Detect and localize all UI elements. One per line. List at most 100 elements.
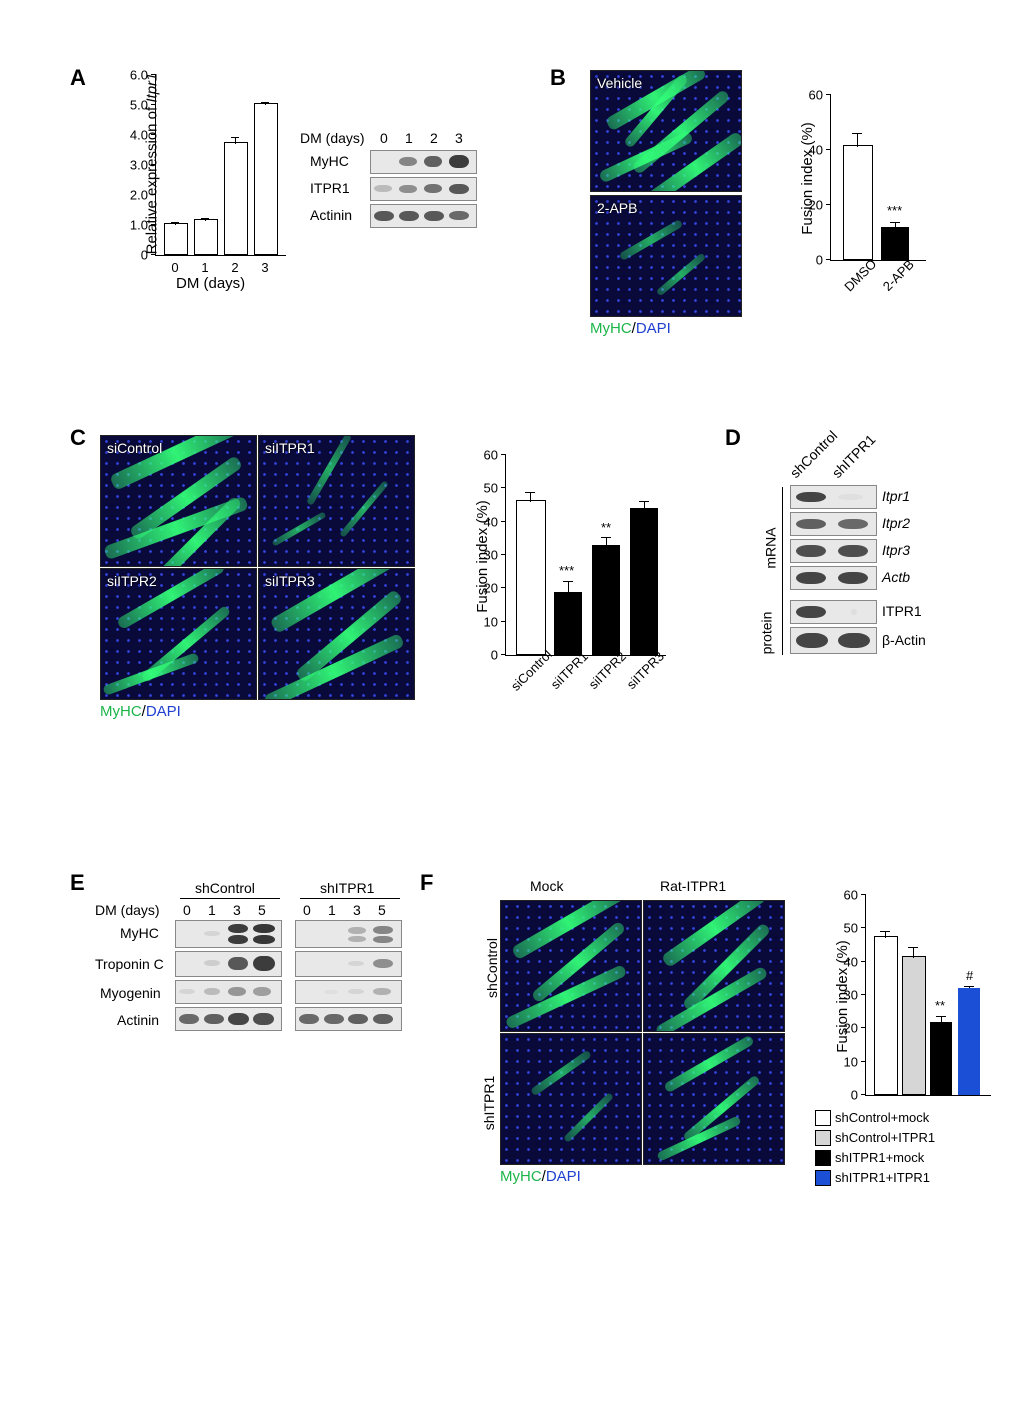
col-head: Rat-ITPR1 [660, 878, 726, 894]
mrna-side-label: mRNA [763, 527, 779, 568]
row-head: shITPR1 [481, 1076, 497, 1130]
xtick: 2-APB [880, 257, 917, 294]
blot-lane [295, 951, 402, 977]
legend-label: shITPR1+ITPR1 [835, 1170, 930, 1185]
ytick: 10 [844, 1054, 858, 1069]
xtick: siITPR1 [548, 649, 591, 692]
ytick: 40 [844, 954, 858, 969]
ytick: 30 [484, 548, 498, 563]
img-label: Vehicle [597, 75, 642, 91]
legend-swatch [815, 1150, 831, 1166]
panel-b-ylabel: Fusion index (%) [799, 122, 816, 235]
bar [254, 103, 278, 255]
blot-col: 2 [430, 130, 438, 146]
col: 5 [378, 902, 386, 918]
blot-col: 3 [455, 130, 463, 146]
col: 3 [233, 902, 241, 918]
col: 1 [328, 902, 336, 918]
col: 3 [353, 902, 361, 918]
blot-row-label: MyHC [310, 153, 349, 169]
blot-lane [790, 539, 877, 563]
row-label: ITPR1 [882, 603, 922, 619]
sig: ** [601, 520, 611, 535]
col: 1 [208, 902, 216, 918]
dm-header: DM (days) [95, 902, 160, 918]
blot-col: 1 [405, 130, 413, 146]
bar [630, 508, 658, 655]
ytick: 50 [484, 481, 498, 496]
row-label: Itpr3 [882, 542, 910, 558]
blot-lane [295, 920, 402, 948]
img-label: siITPR1 [265, 440, 315, 456]
ytick: 50 [844, 921, 858, 936]
xtick: DMSO [841, 256, 879, 294]
sig: ** [935, 998, 945, 1013]
panel-f-label: F [420, 870, 433, 896]
panel-b-stain: MyHC/DAPI [590, 320, 671, 337]
xtick: 1 [201, 260, 208, 275]
blot-lane [295, 1007, 402, 1031]
img-label: siITPR2 [107, 573, 157, 589]
blot-lane [175, 920, 282, 948]
sig: # [966, 968, 973, 983]
row-label: β-Actin [882, 632, 926, 648]
bar [958, 988, 980, 1095]
ytick: 0 [491, 648, 498, 663]
panel-c-img-siitpr1: siITPR1 [258, 435, 415, 567]
protein-side-label: protein [758, 612, 774, 655]
blot-row-label: ITPR1 [310, 180, 350, 196]
ytick: 10 [484, 614, 498, 629]
row-label: Actb [882, 569, 910, 585]
bar [224, 142, 248, 255]
panel-d-label: D [725, 425, 741, 451]
bar [592, 545, 620, 655]
bar [881, 227, 909, 260]
row-label: Myogenin [100, 985, 161, 1001]
ytick: 20 [844, 1021, 858, 1036]
ytick: 1.0 [130, 218, 148, 233]
blot-header: DM (days) [300, 130, 365, 146]
row-label: Actinin [117, 1012, 159, 1028]
blot-lane [370, 204, 477, 228]
blot-lane [370, 150, 477, 174]
row-label: MyHC [120, 925, 159, 941]
panel-c-stain: MyHC/DAPI [100, 703, 181, 720]
blot-lane [175, 980, 282, 1004]
group-label: shControl [195, 880, 255, 896]
panel-c-chart: Fusion index (%) 0 10 20 30 40 50 60 ***… [505, 455, 666, 656]
legend-label: shControl+ITPR1 [835, 1130, 935, 1145]
panel-b-label: B [550, 65, 566, 91]
img-label: 2-APB [597, 200, 637, 216]
panel-b-img-vehicle: Vehicle [590, 70, 742, 192]
panel-f-img-2 [643, 900, 785, 1032]
sig: *** [887, 203, 902, 218]
row-label: Troponin C [95, 956, 164, 972]
legend-label: shITPR1+mock [835, 1150, 924, 1165]
blot-lane [790, 512, 877, 536]
panel-f-img-3 [500, 1033, 642, 1165]
blot-lane [790, 485, 877, 509]
legend-swatch [815, 1130, 831, 1146]
ytick: 20 [809, 198, 823, 213]
ytick: 40 [484, 514, 498, 529]
xtick: 3 [261, 260, 268, 275]
ytick: 20 [484, 581, 498, 596]
ytick: 0 [816, 253, 823, 268]
panel-b-img-2apb: 2-APB [590, 195, 742, 317]
bar [164, 223, 188, 255]
blot-row-label: Actinin [310, 207, 352, 223]
ytick: 4.0 [130, 128, 148, 143]
ytick: 0 [141, 248, 148, 263]
ytick: 60 [484, 448, 498, 463]
blot-lane [790, 627, 877, 654]
panel-e-label: E [70, 870, 85, 896]
bar [902, 956, 926, 1095]
panel-f-img-4 [643, 1033, 785, 1165]
panel-f-chart: Fusion index (%) 0 10 20 30 40 50 60 ** … [865, 895, 991, 1096]
ytick: 2.0 [130, 188, 148, 203]
panel-a-chart: Relative expression of Itpr1 0 1.0 2.0 3… [155, 75, 286, 256]
xtick: 0 [171, 260, 178, 275]
col: 5 [258, 902, 266, 918]
blot-lane [175, 951, 282, 977]
ytick: 60 [844, 888, 858, 903]
